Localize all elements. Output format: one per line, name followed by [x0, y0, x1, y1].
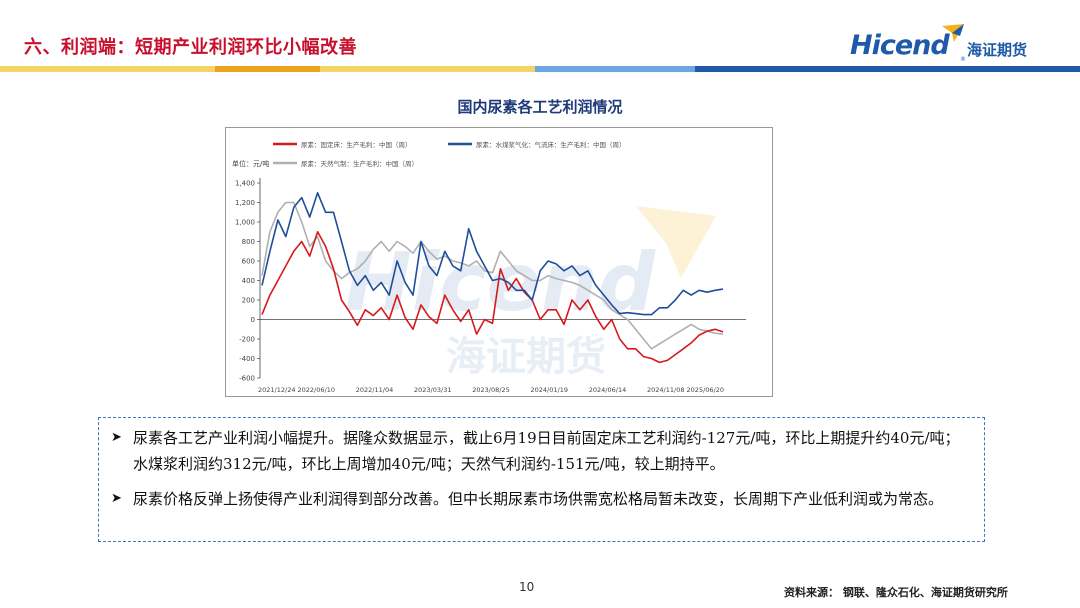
legend-label: 尿素：天然气制：生产毛利：中国（周） [301, 159, 418, 168]
page-number: 10 [519, 580, 535, 594]
series-line [261, 201, 724, 350]
x-tick-label: 2023/08/25 [472, 386, 509, 394]
series-line [261, 231, 724, 364]
x-tick-label: 2024/11/08 [647, 386, 684, 394]
y-tick-label: 800 [242, 238, 255, 246]
logo-registered-mark: ® [960, 56, 966, 63]
watermark-swoosh-icon [636, 206, 716, 278]
y-tick-label: 1,200 [235, 199, 255, 207]
source-note: 资料来源： 钢联、隆众石化、海证期货研究所 [784, 586, 1008, 599]
x-tick-label: 2022/11/04 [356, 386, 393, 394]
commentary-bullet: ➤ 尿素价格反弹上扬使得产业利润得到部分改善。但中长期尿素市场供需宽松格局暂未改… [111, 486, 973, 512]
y-tick-label: 400 [242, 277, 255, 285]
watermark-chinese: 海证期货 [446, 334, 606, 380]
legend-label: 尿素：固定床：生产毛利：中国（周） [301, 140, 412, 149]
x-tick-label: 2025/06/20 [687, 386, 724, 394]
bullet-arrow-icon: ➤ [111, 491, 122, 506]
x-tick-label: 2023/03/31 [414, 386, 451, 394]
hicend-logo: Hicend ® 海证期货 [850, 22, 1055, 66]
header-color-bands [0, 66, 1080, 72]
band-segment [320, 66, 535, 72]
y-tick-label: -600 [239, 375, 255, 383]
unit-label: 单位：元/吨 [232, 159, 269, 168]
band-segment [0, 66, 215, 72]
page-title: 六、利润端：短期产业利润环比小幅改善 [24, 37, 357, 58]
band-segment [535, 66, 695, 72]
logo-swoosh-icon [942, 24, 964, 42]
y-tick-label: -400 [239, 355, 255, 363]
y-tick-label: 1,400 [235, 180, 255, 188]
commentary-box: ➤ 尿素各工艺产业利润小幅提升。据隆众数据显示，截止6月19日目前固定床工艺利润… [98, 417, 985, 542]
chart-title: 国内尿素各工艺利润情况 [457, 98, 623, 116]
band-segment [695, 66, 1080, 72]
series-line [261, 192, 724, 316]
x-tick-label: 2024/01/19 [531, 386, 568, 394]
y-tick-label: -200 [239, 336, 255, 344]
bullet-arrow-icon: ➤ [111, 430, 122, 445]
x-tick-label: 2021/12/24 [258, 386, 295, 394]
y-tick-label: 0 [251, 316, 255, 324]
logo-chinese-name: 海证期货 [967, 41, 1028, 59]
legend-label: 尿素：水煤浆气化：气流床：生产毛利：中国（周） [476, 140, 626, 149]
y-tick-label: 1,000 [235, 219, 255, 227]
commentary-text: 尿素价格反弹上扬使得产业利润得到部分改善。但中长期尿素市场供需宽松格局暂未改变，… [133, 490, 944, 508]
x-tick-label: 2024/06/14 [589, 386, 626, 394]
band-segment [215, 66, 320, 72]
y-tick-label: 200 [242, 297, 255, 305]
commentary-text: 尿素各工艺产业利润小幅提升。据隆众数据显示，截止6月19日目前固定床工艺利润约-… [133, 429, 960, 473]
y-tick-label: 600 [242, 258, 255, 266]
commentary-bullet: ➤ 尿素各工艺产业利润小幅提升。据隆众数据显示，截止6月19日目前固定床工艺利润… [111, 425, 973, 477]
logo-wordmark: Hicend [850, 30, 950, 61]
chart-frame: Hicend 海证期货 尿素：固定床：生产毛利：中国（周） 尿素：水煤浆气化：气流床：… [225, 127, 773, 397]
x-tick-label: 2022/06/10 [298, 386, 335, 394]
